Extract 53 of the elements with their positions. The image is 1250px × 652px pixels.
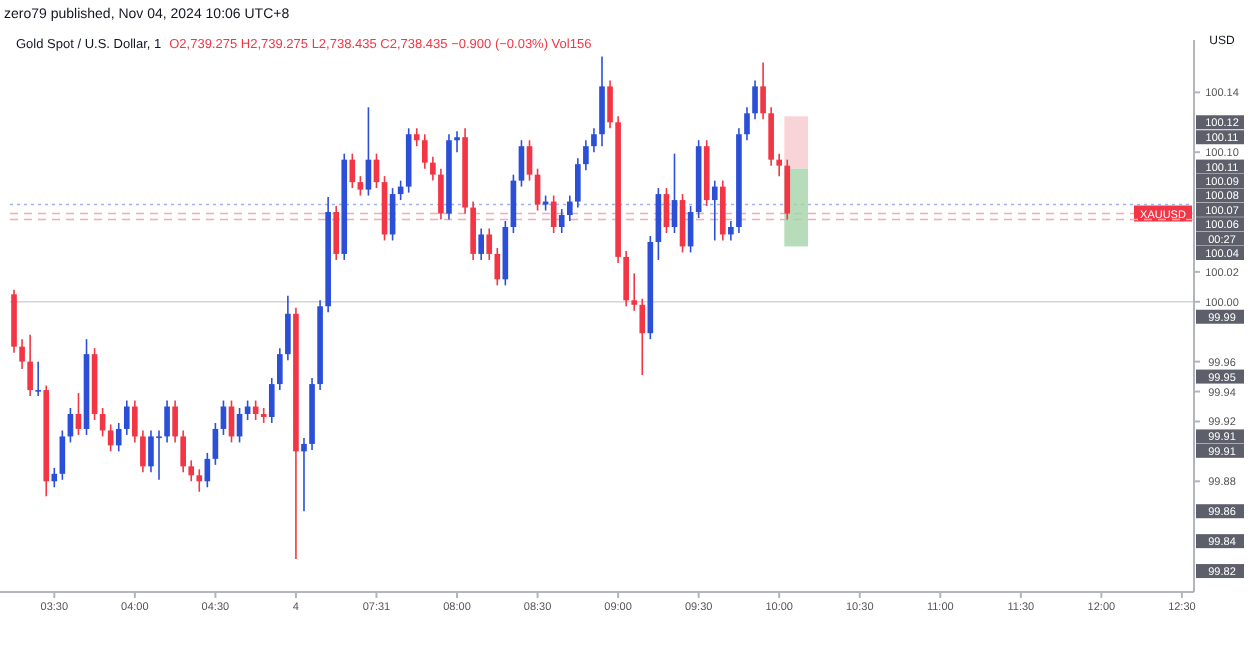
candlestick [591, 127, 597, 153]
candlestick [599, 55, 605, 148]
candlestick [357, 175, 364, 197]
candlestick [51, 467, 58, 489]
candlestick [486, 227, 493, 261]
candlestick [140, 429, 146, 474]
candlestick [123, 399, 130, 436]
candlestick [776, 152, 783, 177]
candlestick [575, 157, 581, 209]
candlestick [711, 179, 718, 242]
candlestick [180, 429, 186, 474]
candlestick [333, 205, 340, 261]
candlestick [607, 79, 613, 130]
candlestick [760, 61, 766, 121]
candlestick [494, 247, 501, 287]
candlestick [285, 295, 291, 361]
candlestick [277, 347, 283, 391]
candlestick [566, 194, 573, 222]
candlestick [768, 106, 774, 167]
candlestick [454, 130, 460, 153]
candlestick [526, 139, 533, 182]
candlestick [421, 133, 428, 170]
candlestick [148, 429, 154, 474]
candlestick [470, 200, 476, 261]
candlestick [268, 377, 275, 424]
candlestick [164, 399, 170, 444]
candlestick [260, 407, 267, 424]
candlestick [784, 158, 791, 221]
candlestick [35, 360, 42, 397]
candlestick [518, 139, 525, 188]
candlestick [301, 437, 307, 513]
candlestick [744, 106, 750, 142]
candlestick [623, 250, 629, 308]
candlestick [188, 459, 195, 483]
candlestick [156, 429, 162, 481]
candlestick [349, 152, 356, 189]
candlestick [59, 429, 66, 481]
candlestick [639, 298, 646, 376]
candlestick [558, 208, 565, 234]
candlestick [132, 399, 138, 444]
candlestick [27, 333, 33, 397]
candlestick [19, 338, 25, 370]
candlestick [583, 139, 589, 171]
candlestick [196, 468, 203, 493]
candlestick [430, 155, 436, 182]
candlestick [478, 227, 484, 261]
candlestick [438, 167, 444, 221]
candlestick [720, 179, 726, 242]
candlestick [631, 272, 638, 312]
candlestick [172, 399, 178, 444]
candlestick [115, 422, 122, 453]
candlestick [752, 79, 758, 121]
candlestick [728, 220, 734, 242]
